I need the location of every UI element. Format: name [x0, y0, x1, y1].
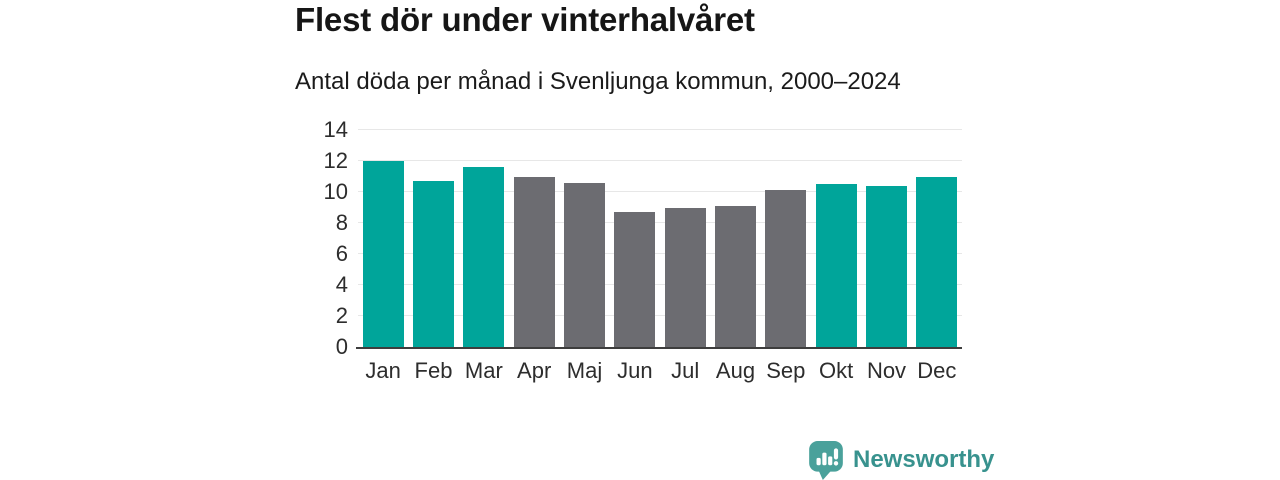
bar-feb — [413, 181, 454, 347]
x-axis-line — [356, 347, 962, 349]
y-tick-label-14: 14 — [323, 117, 348, 142]
y-tick-label-6: 6 — [335, 241, 348, 266]
gridline-10 — [358, 191, 962, 192]
x-tick-label-sep: Sep — [766, 358, 806, 383]
x-tick-label-aug: Aug — [715, 358, 756, 383]
x-tick-label-jul: Jul — [671, 358, 700, 383]
gridline-6 — [358, 253, 962, 254]
x-tick-label-feb: Feb — [414, 358, 453, 383]
x-tick-label-apr: Apr — [517, 358, 552, 383]
newsworthy-logo-text: Newsworthy — [853, 446, 995, 473]
bar-dec — [916, 176, 958, 347]
y-tick-label-10: 10 — [323, 179, 348, 204]
x-tick-label-jan: Jan — [365, 358, 401, 383]
gridline-12 — [358, 160, 962, 161]
y-tick-label-0: 0 — [335, 334, 348, 359]
x-tick-label-jun: Jun — [617, 358, 653, 383]
bar-nov — [866, 185, 907, 347]
bar-okt — [815, 184, 857, 347]
x-tick-label-nov: Nov — [866, 358, 907, 383]
gridline-8 — [358, 222, 962, 223]
bar-maj — [564, 182, 605, 347]
x-tick-label-mar: Mar — [464, 358, 503, 383]
y-tick-label-2: 2 — [335, 303, 348, 328]
gridline-2 — [358, 315, 962, 316]
y-tick-label-8: 8 — [335, 210, 348, 235]
bar-jul — [664, 207, 706, 347]
x-tick-label-okt: Okt — [819, 358, 854, 383]
newsworthy-logo[interactable]: Newsworthy — [808, 440, 994, 480]
bar-jun — [614, 212, 656, 347]
bar-chart-speech-bubble-icon — [809, 441, 843, 480]
bar-jan — [362, 161, 404, 347]
bar-apr — [513, 176, 555, 347]
gridline-4 — [358, 284, 962, 285]
x-tick-label-maj: Maj — [566, 358, 603, 383]
bar-sep — [765, 190, 807, 347]
chart-title: Flest dör under vinterhalvåret — [295, 1, 755, 38]
bar-aug — [715, 205, 756, 347]
chart-subtitle: Antal döda per månad i Svenljunga kommun… — [295, 68, 901, 95]
gridline-14 — [358, 129, 962, 130]
y-tick-label-4: 4 — [335, 272, 348, 297]
x-tick-label-dec: Dec — [917, 358, 957, 383]
bar-chart: 0 2 4 6 8 10 12 14 Jan Feb Mar Apr Maj Jun Jul Aug Sep Ok… — [324, 119, 962, 382]
bar-mar — [463, 167, 505, 347]
y-tick-label-12: 12 — [323, 148, 348, 173]
